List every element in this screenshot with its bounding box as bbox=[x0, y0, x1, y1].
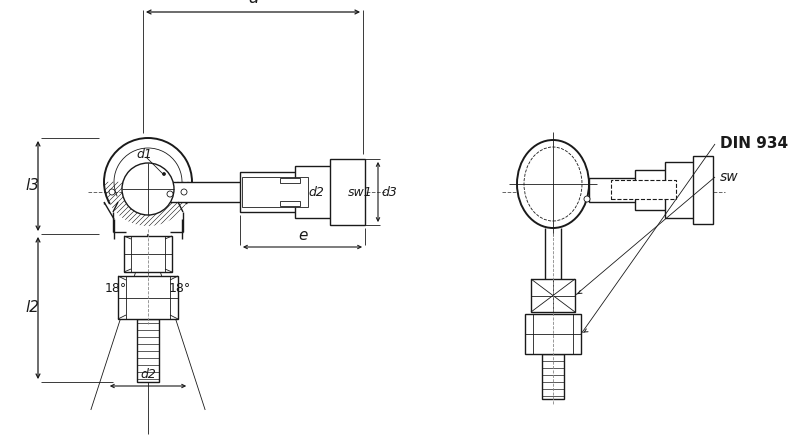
Text: DIN 934: DIN 934 bbox=[720, 137, 788, 152]
Ellipse shape bbox=[524, 147, 582, 221]
Circle shape bbox=[181, 189, 187, 195]
Bar bbox=[168, 182, 295, 202]
Circle shape bbox=[167, 191, 173, 197]
Bar bbox=[295, 166, 340, 218]
Bar bbox=[240, 172, 310, 212]
Text: 18°: 18° bbox=[169, 282, 191, 296]
Circle shape bbox=[122, 163, 174, 215]
Circle shape bbox=[109, 189, 115, 195]
Bar bbox=[330, 159, 365, 225]
Circle shape bbox=[584, 196, 590, 202]
Bar bbox=[635, 170, 673, 210]
Text: l2: l2 bbox=[25, 301, 39, 316]
Text: l3: l3 bbox=[25, 179, 39, 194]
Bar bbox=[525, 314, 581, 354]
Text: e: e bbox=[298, 228, 307, 243]
Text: d3: d3 bbox=[381, 186, 397, 198]
Bar bbox=[280, 201, 300, 206]
Ellipse shape bbox=[517, 140, 589, 228]
Text: d2: d2 bbox=[140, 368, 156, 381]
Text: a: a bbox=[248, 0, 258, 7]
Circle shape bbox=[162, 172, 166, 175]
Bar bbox=[137, 319, 159, 382]
Bar bbox=[280, 178, 300, 183]
Text: d1: d1 bbox=[136, 148, 152, 160]
Bar bbox=[542, 354, 564, 399]
Bar bbox=[693, 156, 713, 224]
Bar bbox=[531, 279, 575, 312]
Text: 18°: 18° bbox=[105, 282, 127, 296]
Text: d2: d2 bbox=[308, 186, 324, 198]
Bar bbox=[611, 180, 676, 199]
Bar bbox=[118, 276, 178, 319]
Bar bbox=[124, 236, 172, 272]
Bar bbox=[665, 162, 695, 218]
Text: sw1: sw1 bbox=[348, 186, 373, 198]
Text: sw: sw bbox=[720, 170, 738, 184]
Bar bbox=[242, 177, 308, 207]
Bar bbox=[589, 178, 695, 202]
